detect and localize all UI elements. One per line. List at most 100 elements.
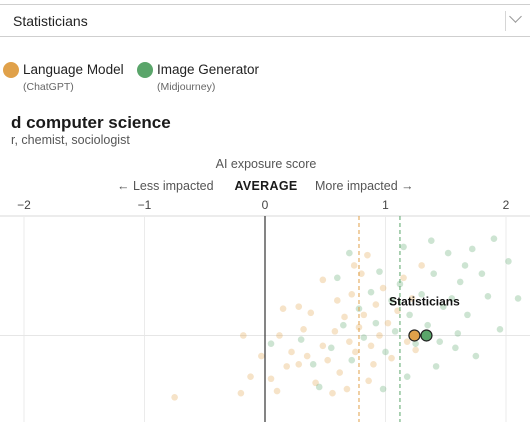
highlight-image-generator-point bbox=[420, 329, 433, 342]
occupation-select-value: Statisticians bbox=[13, 13, 88, 29]
image-generator-point bbox=[376, 268, 383, 275]
language-model-point bbox=[341, 313, 348, 321]
language-model-point bbox=[379, 284, 387, 292]
image-generator-point bbox=[461, 262, 469, 269]
image-generator-point bbox=[396, 280, 404, 288]
language-model-point bbox=[350, 262, 358, 269]
image-generator-point bbox=[436, 338, 444, 345]
section-title: d computer science bbox=[11, 113, 171, 132]
language-model-point bbox=[403, 338, 411, 345]
image-generator-point bbox=[468, 245, 476, 253]
language-model-point bbox=[418, 262, 425, 269]
image-generator-point bbox=[379, 385, 387, 393]
image-generator-point bbox=[372, 319, 380, 327]
image-generator-point bbox=[452, 344, 459, 352]
language-model-point bbox=[400, 274, 407, 282]
image-generator-point bbox=[367, 288, 375, 296]
language-model-point bbox=[319, 342, 327, 350]
language-model-point bbox=[364, 251, 371, 259]
image-generator-point bbox=[340, 321, 347, 329]
language-model-point bbox=[360, 311, 368, 319]
x-tick-label: 1 bbox=[382, 198, 389, 212]
legend-sublabel-image-generator: (Midjourney) bbox=[157, 81, 216, 93]
language-model-point bbox=[352, 348, 359, 356]
legend-sublabel-language-model: (ChatGPT) bbox=[23, 81, 74, 93]
less-impacted-label: ← Less impacted bbox=[117, 179, 214, 193]
image-generator-point bbox=[448, 295, 456, 302]
language-model-point bbox=[394, 307, 401, 315]
axis-title: AI exposure score bbox=[215, 157, 317, 171]
section-subtitle: r, chemist, sociologist bbox=[11, 133, 130, 147]
image-generator-point bbox=[360, 334, 368, 341]
image-generator-point bbox=[472, 352, 480, 360]
x-tick-label: −1 bbox=[138, 198, 152, 212]
language-model-point bbox=[408, 295, 416, 302]
language-model-point bbox=[355, 323, 363, 331]
language-model-point bbox=[336, 369, 344, 376]
image-generator-point bbox=[297, 336, 305, 343]
image-generator-point bbox=[490, 235, 498, 242]
image-generator-point bbox=[424, 321, 431, 329]
language-model-point bbox=[283, 363, 290, 370]
language-model-point bbox=[388, 354, 395, 362]
image-generator-point bbox=[464, 311, 471, 319]
language-model-point bbox=[303, 352, 311, 360]
image-generator-point bbox=[484, 293, 492, 300]
image-generator-point bbox=[406, 311, 413, 319]
image-generator-point bbox=[267, 340, 275, 348]
select-divider bbox=[505, 11, 506, 31]
language-model-point bbox=[273, 387, 281, 395]
language-model-point bbox=[376, 332, 383, 339]
highlight-language-model-point bbox=[408, 329, 421, 342]
language-model-point bbox=[372, 301, 380, 308]
exposure-scatter-chart: −2 −1 0 1 2 Statisticians bbox=[0, 198, 530, 422]
language-model-point bbox=[295, 361, 303, 368]
language-model-point bbox=[358, 270, 365, 277]
language-model-point bbox=[312, 379, 319, 387]
language-model-point bbox=[365, 377, 372, 385]
language-model-point bbox=[329, 389, 336, 397]
occupation-select[interactable]: Statisticians bbox=[0, 4, 530, 37]
language-model-point bbox=[319, 276, 327, 284]
language-model-point bbox=[267, 375, 275, 383]
image-generator-point bbox=[391, 328, 399, 335]
x-tick-label: 0 bbox=[262, 198, 269, 212]
image-generator-point bbox=[327, 344, 335, 352]
image-generator-point bbox=[478, 270, 486, 277]
language-model-point bbox=[343, 385, 351, 393]
more-impacted-label: More impacted → bbox=[315, 179, 414, 193]
image-generator-point bbox=[315, 383, 323, 391]
image-generator-point bbox=[382, 348, 389, 356]
highlight-label: Statisticians bbox=[389, 294, 460, 308]
image-generator-point bbox=[412, 340, 419, 348]
language-model-point bbox=[240, 332, 247, 339]
image-generator-point bbox=[496, 326, 504, 333]
image-generator-point bbox=[456, 278, 464, 286]
image-generator-point bbox=[346, 249, 353, 257]
image-generator-point bbox=[514, 295, 522, 302]
image-generator-point bbox=[440, 303, 447, 310]
image-generator-point bbox=[430, 270, 438, 277]
chevron-down-icon[interactable] bbox=[509, 10, 522, 23]
image-generator-point bbox=[505, 258, 512, 265]
image-generator-point bbox=[427, 237, 435, 245]
image-generator-point bbox=[348, 356, 356, 364]
language-model-point bbox=[247, 373, 254, 380]
image-generator-point bbox=[334, 274, 341, 282]
language-model-point bbox=[370, 361, 377, 368]
language-model-point bbox=[384, 319, 392, 327]
language-model-point bbox=[307, 309, 315, 317]
image-generator-point bbox=[418, 290, 425, 298]
language-model-point bbox=[295, 303, 303, 310]
image-generator-point bbox=[432, 363, 440, 370]
language-model-point bbox=[276, 332, 283, 339]
language-model-point bbox=[258, 352, 265, 360]
language-model-point bbox=[279, 305, 287, 312]
language-model-point bbox=[334, 297, 341, 304]
language-model-point bbox=[300, 326, 307, 333]
language-model-point bbox=[412, 346, 419, 354]
image-generator-point bbox=[400, 243, 407, 251]
legend-label-image-generator: Image Generator bbox=[157, 62, 260, 77]
language-model-point bbox=[367, 342, 375, 350]
language-model-point bbox=[171, 393, 178, 401]
